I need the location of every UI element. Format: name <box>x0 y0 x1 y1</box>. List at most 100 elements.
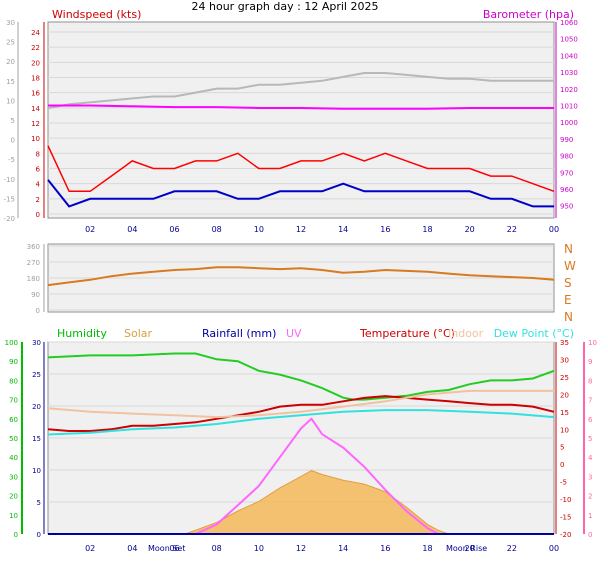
rain-axis-tick: 15 <box>32 435 41 443</box>
temp-x-tick: 10 <box>254 544 264 553</box>
wind-series-barometer <box>48 104 554 110</box>
wind-axis-r-tick: 980 <box>560 153 573 161</box>
wind-x-tick: 22 <box>507 225 517 234</box>
wind-axis-b-tick: 22 <box>31 44 40 52</box>
uv-axis-tick: 10 <box>588 339 597 347</box>
wind-axis-a-tick: -5 <box>8 156 15 164</box>
wind-axis-b-tick: 8 <box>36 150 40 158</box>
temp-x-tick: 06 <box>169 544 179 553</box>
wind-axis-r-tick: 1020 <box>560 86 578 94</box>
uv-axis-tick: 9 <box>588 358 592 366</box>
temp-axis-tick: 10 <box>560 426 569 434</box>
humidity-axis-tick: 30 <box>9 473 18 481</box>
moon-rise-label: Moon Rise <box>446 544 487 553</box>
temp-x-tick: 00 <box>549 544 559 553</box>
temp-axis-tick: 25 <box>560 374 569 382</box>
humidity-axis-tick: 100 <box>5 339 18 347</box>
indoor-label: Indoor <box>448 327 484 340</box>
humidity-label: Humidity <box>57 327 107 340</box>
temp-series-solar <box>184 470 449 535</box>
wind-axis-a-tick: 30 <box>6 19 15 27</box>
wind-x-tick: 14 <box>338 225 348 234</box>
wind-x-tick: 10 <box>254 225 264 234</box>
dir-axis-tick: 180 <box>27 275 40 283</box>
wind-axis-r-tick: 1040 <box>560 52 578 60</box>
temp-series-dewpoint <box>47 409 555 436</box>
uv-axis-tick: 7 <box>588 397 592 405</box>
wind-axis-b-tick: 0 <box>36 211 40 219</box>
rain-axis-tick: 10 <box>32 467 41 475</box>
wind-axis-b-tick: 12 <box>31 120 40 128</box>
humidity-axis-tick: 40 <box>9 454 18 462</box>
rainfall-label: Rainfall (mm) <box>202 327 276 340</box>
wind-series-avg <box>47 179 554 208</box>
wind-axis-a-tick: 20 <box>6 58 15 66</box>
temp-axis-tick: 30 <box>560 356 569 364</box>
temp-x-tick: 02 <box>85 544 95 553</box>
wind-axis-r-tick: 950 <box>560 203 573 211</box>
humidity-axis-tick: 50 <box>9 435 18 443</box>
temperature-label: Temperature (°C) <box>359 327 455 340</box>
wind-axis-b-tick: 24 <box>31 29 40 37</box>
uv-axis-tick: 2 <box>588 493 592 501</box>
wind-axis-b-tick: 2 <box>36 196 40 204</box>
wind-axis-r-tick: 970 <box>560 169 573 177</box>
wind-axis-a-tick: 15 <box>6 78 15 86</box>
wind-axis-b-tick: 18 <box>31 75 40 83</box>
dir-compass-label: S <box>564 276 572 290</box>
dir-axis-tick: 360 <box>27 243 40 251</box>
wind-axis-b-tick: 16 <box>31 90 40 98</box>
uv-axis-tick: 8 <box>588 377 592 385</box>
temp-axis-tick: 20 <box>560 391 569 399</box>
temp-axis-tick: -5 <box>560 479 567 487</box>
uv-axis-tick: 6 <box>588 416 593 424</box>
temp-series-humidity <box>47 352 555 401</box>
wind-x-tick: 00 <box>549 225 559 234</box>
wind-x-tick: 08 <box>212 225 222 234</box>
temp-axis-tick: -15 <box>560 514 571 522</box>
wind-panel-frame <box>47 21 555 219</box>
dir-axis-tick: 270 <box>27 259 40 267</box>
wind-x-tick: 12 <box>296 225 306 234</box>
wind-axis-r-tick: 1000 <box>560 119 578 127</box>
wind-axis-r-tick: 990 <box>560 136 573 144</box>
humidity-axis-tick: 70 <box>9 397 18 405</box>
uv-axis-tick: 4 <box>588 454 593 462</box>
wind-x-tick: 20 <box>465 225 475 234</box>
windspeed-label: Windspeed (kts) <box>52 8 141 21</box>
temp-axis-tick: 35 <box>560 339 569 347</box>
uv-axis-tick: 5 <box>588 435 592 443</box>
dir-compass-label: N <box>564 242 573 256</box>
dir-series-line <box>47 266 555 287</box>
moon-set-label: Moon Set <box>148 544 185 553</box>
wind-axis-a-tick: 25 <box>6 39 15 47</box>
rain-axis-tick: 25 <box>32 371 41 379</box>
dir-axis-tick: 0 <box>36 307 40 315</box>
temp-x-tick: 04 <box>127 544 137 553</box>
wind-series-gust <box>47 145 555 193</box>
wind-axis-b-tick: 10 <box>31 135 40 143</box>
wind-series-temp_gray <box>47 72 554 110</box>
temp-axis-tick: -10 <box>560 496 571 504</box>
rain-axis-tick: 5 <box>37 499 41 507</box>
wind-x-tick: 02 <box>85 225 95 234</box>
wind-x-tick: 16 <box>380 225 390 234</box>
uv-axis-tick: 0 <box>588 531 592 539</box>
wind-axis-r-tick: 1010 <box>560 102 578 110</box>
wind-axis-b-tick: 4 <box>36 181 41 189</box>
rain-axis-tick: 30 <box>32 339 41 347</box>
humidity-axis-tick: 90 <box>9 358 18 366</box>
temp-x-tick: 16 <box>380 544 390 553</box>
wind-axis-b-tick: 6 <box>36 166 41 174</box>
temp-axis-tick: 0 <box>560 461 564 469</box>
dewpoint-label: Dew Point (°C) <box>494 327 574 340</box>
wind-axis-r-tick: 960 <box>560 186 573 194</box>
temp-x-tick: 22 <box>507 544 517 553</box>
temp-series-uv <box>195 417 439 535</box>
wind-x-tick: 06 <box>169 225 179 234</box>
humidity-axis-tick: 10 <box>9 512 18 520</box>
dir-compass-label: W <box>564 259 576 273</box>
wind-axis-a-tick: -15 <box>4 195 15 203</box>
wind-axis-r-tick: 1050 <box>560 36 578 44</box>
humidity-axis-tick: 0 <box>14 531 18 539</box>
